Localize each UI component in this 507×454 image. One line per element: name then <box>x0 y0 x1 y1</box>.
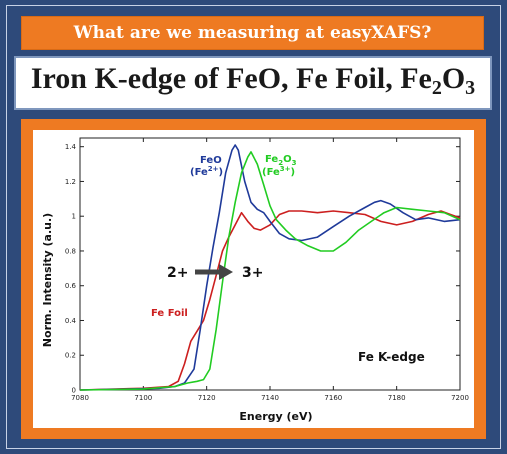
y-tick-label: 1.2 <box>65 178 76 186</box>
label-feo-ox: (Fe2+) <box>190 165 223 178</box>
series-line-fe2o3 <box>79 151 461 391</box>
header-banner: What are we measuring at easyXAFS? <box>21 16 484 50</box>
slide-border <box>6 5 501 449</box>
title-o: O <box>441 62 466 95</box>
y-axis-label: Norm. Intensity (a.u.) <box>41 213 54 347</box>
label-feo: FeO <box>200 155 222 166</box>
y-tick-label: 1.4 <box>65 143 77 151</box>
y-tick-label: 0 <box>72 387 76 395</box>
x-tick-label: 7080 <box>71 394 89 402</box>
fe2o3-sub2: 2 <box>278 159 283 167</box>
series-line-fe-foil <box>79 210 461 391</box>
y-tick-label: 1 <box>72 213 76 221</box>
banner-text: What are we measuring at easyXAFS? <box>73 23 432 43</box>
x-tick-label: 7160 <box>324 394 342 402</box>
fe2o3-ox-sup: 3+ <box>280 165 291 173</box>
label-fe2o3: Fe2O3 <box>265 154 297 167</box>
title-prefix: Iron K-edge of FeO, Fe Foil, Fe <box>30 62 432 95</box>
y-tick-label: 0.6 <box>65 282 77 290</box>
label-2plus: 2+ <box>167 265 188 281</box>
fe2o3-fe: Fe <box>265 154 278 165</box>
series-line-feo <box>79 144 461 391</box>
y-tick-label: 0.4 <box>65 317 77 325</box>
x-tick-label: 7200 <box>451 394 469 402</box>
label-3plus: 3+ <box>242 265 263 281</box>
series-lines <box>79 144 461 391</box>
x-tick-label: 7180 <box>388 394 406 402</box>
fe2o3-sub3: 3 <box>292 159 297 167</box>
x-axis-label: Energy (eV) <box>239 410 312 423</box>
y-tick-label: 0.2 <box>65 352 76 360</box>
oxidation-arrow-head <box>219 264 233 280</box>
feo-ox-close: ) <box>219 167 224 178</box>
label-fe-k-edge: Fe K-edge <box>358 350 425 364</box>
feo-ox-sup: 2+ <box>208 165 219 173</box>
label-fe-foil: Fe Foil <box>151 308 188 319</box>
x-tick-label: 7140 <box>261 394 279 402</box>
x-tick-label: 7100 <box>134 394 152 402</box>
title-sub-3: 3 <box>465 77 476 99</box>
feo-ox-open: (Fe <box>190 167 208 178</box>
chart-panel: 7080 7100 7120 7140 7160 7180 7200 0 0.2 0.4 0.6 0.… <box>33 130 474 428</box>
xanes-chart: 7080 7100 7120 7140 7160 7180 7200 0 0.2 0.4 0.6 0.… <box>41 137 469 423</box>
fe2o3-ox-close: ) <box>291 167 296 178</box>
fe2o3-ox-open: (Fe <box>262 167 280 178</box>
fe2o3-o: O <box>283 154 292 165</box>
title-sub-2: 2 <box>431 77 442 99</box>
chart-frame: 7080 7100 7120 7140 7160 7180 7200 0 0.2 0.4 0.6 0.… <box>21 119 486 439</box>
x-tick-label: 7120 <box>198 394 216 402</box>
label-fe2o3-ox: (Fe3+) <box>262 165 295 178</box>
page-title: Iron K-edge of FeO, Fe Foil, Fe2O3 <box>16 62 490 100</box>
axes: 7080 7100 7120 7140 7160 7180 7200 0 0.2 0.4 0.6 0.… <box>65 137 469 402</box>
y-tick-label: 0.8 <box>65 247 76 255</box>
title-box: Iron K-edge of FeO, Fe Foil, Fe2O3 <box>14 56 492 110</box>
